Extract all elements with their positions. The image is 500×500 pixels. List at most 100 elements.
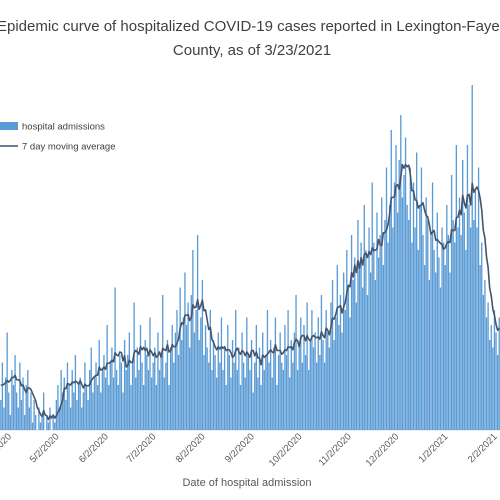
bar <box>455 145 458 430</box>
bars <box>0 85 500 430</box>
bar <box>317 317 319 430</box>
bar <box>82 392 84 430</box>
bar <box>169 347 172 430</box>
bar <box>190 295 192 430</box>
bar <box>146 355 148 430</box>
bar <box>255 325 258 430</box>
bar <box>395 145 397 430</box>
bar <box>428 280 431 430</box>
bar <box>181 340 183 430</box>
bar <box>438 257 440 430</box>
x-tick-label: 9/2/2020 <box>223 431 257 465</box>
bar <box>12 385 15 430</box>
bar <box>311 310 313 430</box>
bar <box>104 377 107 430</box>
chart-title: Epidemic curve of hospitalized COVID-19 … <box>0 18 500 35</box>
bar <box>312 347 315 430</box>
legend: hospital admissions 7 day moving average <box>0 122 115 153</box>
bar <box>457 227 459 430</box>
bar <box>498 317 500 430</box>
bar <box>68 385 70 430</box>
bar <box>31 422 34 430</box>
x-tick-label: 7/2/2020 <box>125 431 159 465</box>
bar <box>287 310 289 430</box>
bar <box>358 265 361 430</box>
bar <box>195 310 197 430</box>
bar <box>300 317 302 430</box>
bar <box>338 325 340 430</box>
bar <box>158 370 161 430</box>
bar <box>333 340 335 430</box>
bar <box>58 407 61 430</box>
bar <box>266 310 269 430</box>
bar <box>384 220 386 430</box>
bar <box>331 280 334 430</box>
bar <box>242 362 245 430</box>
bar <box>136 347 138 430</box>
bar <box>100 392 102 430</box>
bar <box>496 355 499 430</box>
legend-label: hospital admissions <box>22 122 105 133</box>
bar <box>63 377 65 430</box>
bar <box>327 332 329 430</box>
bar <box>342 272 345 430</box>
bar <box>166 340 169 430</box>
bar <box>89 370 91 430</box>
bar <box>414 227 416 430</box>
bar <box>236 370 238 430</box>
bar <box>490 325 492 430</box>
bar <box>155 385 158 430</box>
bar <box>117 385 119 430</box>
bar <box>368 227 370 430</box>
x-tick-label: 12/2/2020 <box>364 431 402 469</box>
bar <box>22 377 24 430</box>
bar <box>369 272 372 430</box>
bar <box>449 272 451 430</box>
bar <box>304 355 307 430</box>
bar <box>468 205 470 430</box>
bar <box>160 355 162 430</box>
bar <box>416 152 418 430</box>
bar <box>471 85 473 430</box>
bar <box>217 332 219 430</box>
bar <box>390 130 392 430</box>
bar <box>174 332 177 430</box>
bar <box>66 362 69 430</box>
bar <box>14 355 16 430</box>
bar <box>422 235 424 430</box>
bar <box>344 310 346 430</box>
bar <box>284 325 286 430</box>
bar <box>200 317 202 430</box>
bar <box>185 325 188 430</box>
bar <box>76 400 78 430</box>
bar <box>163 377 165 430</box>
bar <box>147 370 150 430</box>
bar <box>73 392 75 430</box>
bar <box>290 340 292 430</box>
bar <box>103 355 105 430</box>
bar <box>309 340 311 430</box>
bar <box>120 362 123 430</box>
bar <box>458 197 461 430</box>
bar <box>227 325 229 430</box>
bar <box>330 302 332 430</box>
bar <box>138 370 140 430</box>
bar <box>387 242 389 430</box>
bar <box>60 370 62 430</box>
bar <box>211 370 213 430</box>
bar <box>363 205 365 430</box>
bar <box>209 310 211 430</box>
bar <box>371 182 373 430</box>
bar <box>301 362 304 430</box>
bar <box>173 362 175 430</box>
bar <box>62 392 64 430</box>
bar <box>404 137 407 430</box>
bar <box>398 160 400 430</box>
bar <box>316 362 318 430</box>
bar <box>269 340 272 430</box>
bar <box>411 242 413 430</box>
bar <box>295 295 297 430</box>
bar <box>409 167 411 430</box>
bar <box>8 392 10 430</box>
bar <box>28 407 31 430</box>
